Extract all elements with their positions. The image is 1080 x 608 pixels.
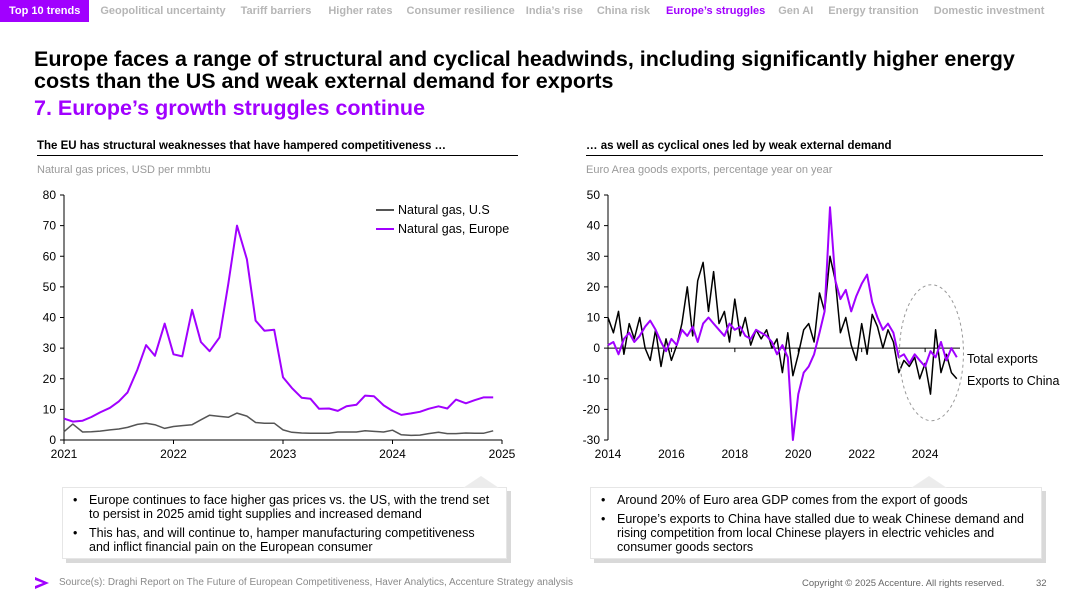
right-panel-subtitle: Euro Area goods exports, percentage year… [586, 164, 833, 176]
y-tick-label: -10 [583, 372, 601, 386]
tab-china-risk[interactable]: China risk [596, 5, 651, 17]
series-label-exports-to-china: Exports to China [967, 374, 1059, 388]
y-tick-label: 40 [43, 311, 57, 325]
series-line-natural-gas-europe [63, 224, 494, 423]
x-tick-label: 2024 [912, 447, 939, 461]
tab-energy-transition[interactable]: Energy transition [828, 5, 919, 17]
highlight-ellipse [898, 284, 964, 422]
x-tick-label: 2023 [270, 447, 297, 461]
left-panel-title: The EU has structural weaknesses that ha… [37, 140, 518, 156]
y-tick-label: 10 [43, 402, 57, 416]
accenture-logo-icon [35, 577, 49, 589]
page-number: 32 [1036, 578, 1047, 589]
tab-domestic-investment[interactable]: Domestic investment [933, 5, 1045, 17]
section-subtitle: 7. Europe’s growth struggles continue [34, 96, 426, 120]
y-tick-label: -20 [583, 402, 601, 416]
x-tick-label: 2024 [379, 447, 406, 461]
y-tick-label: 80 [43, 188, 57, 202]
source-note: Source(s): Draghi Report on The Future o… [59, 577, 573, 588]
tab-geopolitical-uncertainty[interactable]: Geopolitical uncertainty [100, 5, 226, 17]
y-tick-label: 70 [43, 219, 57, 233]
x-tick-label: 2022 [848, 447, 875, 461]
y-tick-label: 50 [43, 280, 57, 294]
x-tick-label: 2022 [160, 447, 187, 461]
page-title: Europe faces a range of structural and c… [34, 47, 1015, 93]
tab-europes-struggles[interactable]: Europe’s struggles [666, 5, 766, 17]
tab-tariff-barriers[interactable]: Tariff barriers [240, 5, 312, 17]
natural-gas-price-chart: 0 10 20 30 40 50 60 70 80 2021 2022 2023 2024 2025 Nat… [43, 188, 516, 461]
legend-label-natural-gas-europe: Natural gas, Europe [398, 222, 509, 236]
x-tick-label: 2018 [721, 447, 748, 461]
series-line-natural-gas-u-s [63, 412, 494, 437]
series-line-exports-to-china [607, 206, 958, 441]
left-panel-subtitle: Natural gas prices, USD per mmbtu [37, 164, 211, 176]
x-tick-label: 2016 [658, 447, 685, 461]
copyright: Copyright © 2025 Accenture. All rights r… [802, 578, 1005, 589]
series-label-total-exports: Total exports [967, 352, 1038, 366]
y-tick-label: -30 [583, 433, 601, 447]
left-callout-pointer [463, 476, 499, 488]
left-bullet-2: This has, and will continue to, hamper m… [71, 526, 496, 554]
tab-gen-ai[interactable]: Gen AI [778, 5, 814, 17]
y-tick-label: 50 [587, 188, 601, 202]
legend-label-natural-gas-u-s: Natural gas, U.S [398, 203, 490, 217]
x-tick-label: 2020 [785, 447, 812, 461]
left-bullet-1: Europe continues to face higher gas pric… [71, 493, 496, 521]
right-bullet-2: Europe’s exports to China have stalled d… [599, 512, 1031, 554]
left-callout: Europe continues to face higher gas pric… [62, 476, 507, 559]
series-line-total-exports [607, 255, 958, 395]
x-tick-label: 2025 [489, 447, 516, 461]
tab-consumer-resilience[interactable]: Consumer resilience [406, 5, 515, 17]
tab-top-10-trends[interactable]: Top 10 trends [0, 0, 90, 22]
y-tick-label: 0 [593, 341, 600, 355]
top-nav: Top 10 trends Geopolitical uncertainty T… [0, 0, 1080, 22]
y-tick-label: 60 [43, 249, 57, 263]
y-tick-label: 30 [587, 249, 601, 263]
right-bullet-1: Around 20% of Euro area GDP comes from t… [599, 493, 1031, 507]
tab-higher-rates[interactable]: Higher rates [328, 5, 393, 17]
right-callout: Around 20% of Euro area GDP comes from t… [590, 476, 1042, 559]
right-callout-pointer [911, 476, 947, 488]
y-tick-label: 20 [587, 280, 601, 294]
y-tick-label: 20 [43, 372, 57, 386]
right-panel-title: … as well as cyclical ones led by weak e… [586, 140, 1043, 156]
y-tick-label: 0 [49, 433, 56, 447]
x-tick-label: 2014 [595, 447, 622, 461]
tab-indias-rise[interactable]: India’s rise [525, 5, 583, 17]
y-tick-label: 30 [43, 341, 57, 355]
y-tick-label: 10 [587, 311, 601, 325]
y-tick-label: 40 [587, 219, 601, 233]
euro-area-exports-chart: -30 -20 -10 0 10 20 30 40 50 2014 2016 2018 2020 2022… [583, 188, 1060, 461]
x-tick-label: 2021 [51, 447, 78, 461]
